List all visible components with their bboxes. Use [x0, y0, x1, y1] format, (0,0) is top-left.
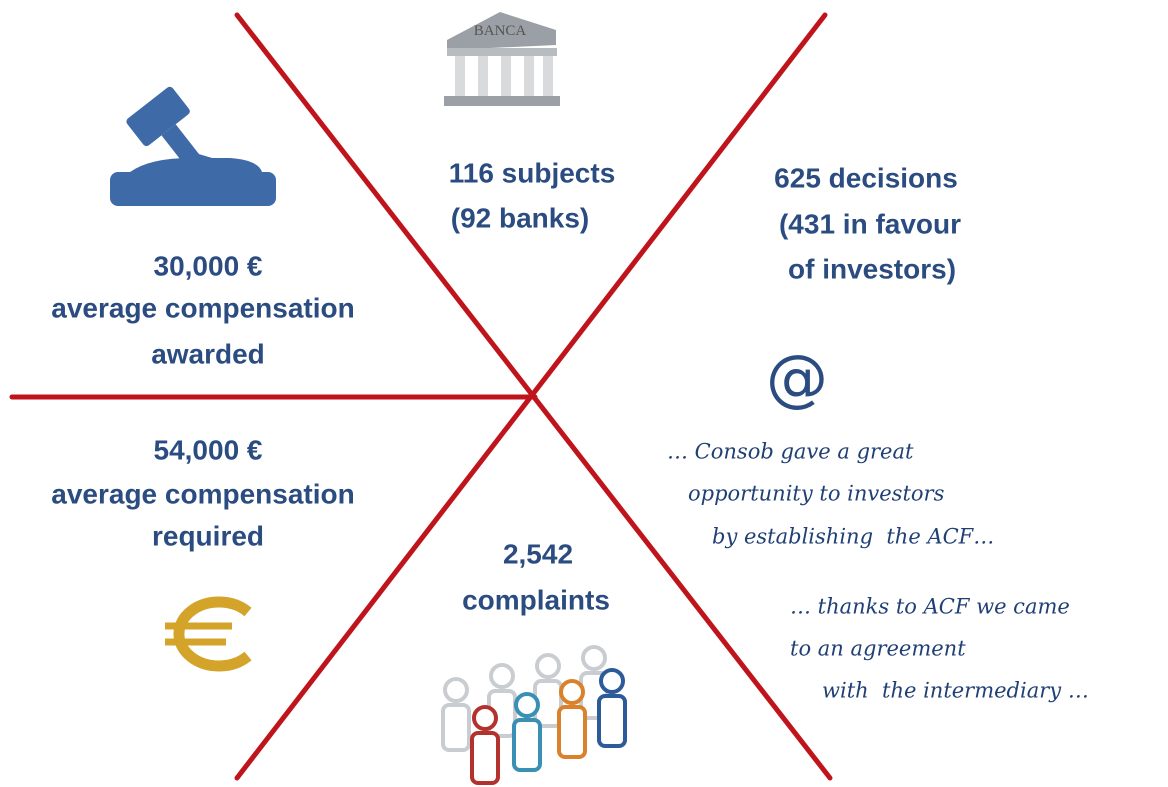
- bank-icon: BANCA: [444, 12, 560, 106]
- stat-text: average compensation: [51, 292, 354, 323]
- euro-icon: [165, 602, 248, 666]
- stat-text: 30,000 €: [154, 250, 263, 281]
- stat-text: 116 subjects: [449, 157, 616, 188]
- quote-text: … Consob gave a great: [667, 440, 914, 464]
- bank-label: BANCA: [474, 23, 527, 39]
- gavel-icon: [110, 85, 276, 206]
- at-sign: @: [766, 341, 828, 414]
- stat-text: average compensation: [51, 478, 354, 509]
- stat-text: complaints: [462, 584, 610, 615]
- stat-text: 54,000 €: [154, 434, 263, 465]
- stat-text: awarded: [151, 338, 265, 369]
- stat-text: 2,542: [503, 538, 573, 569]
- quote-text: … thanks to ACF we came: [790, 595, 1070, 619]
- stat-text: (431 in favour: [779, 208, 961, 239]
- stat-text: required: [152, 520, 264, 551]
- quote-text: with the intermediary …: [822, 679, 1089, 703]
- quote-text: by establishing the ACF…: [712, 525, 994, 549]
- quote-text: to an agreement: [790, 637, 966, 661]
- stat-text: of investors): [788, 253, 956, 284]
- infographic: BANCA @ 116 subjects (92 banks) 625 deci…: [0, 0, 1168, 787]
- stat-text: (92 banks): [451, 202, 590, 233]
- stat-text: 625 decisions: [774, 162, 958, 193]
- people-icon: [443, 647, 625, 783]
- quote-text: opportunity to investors: [688, 482, 945, 506]
